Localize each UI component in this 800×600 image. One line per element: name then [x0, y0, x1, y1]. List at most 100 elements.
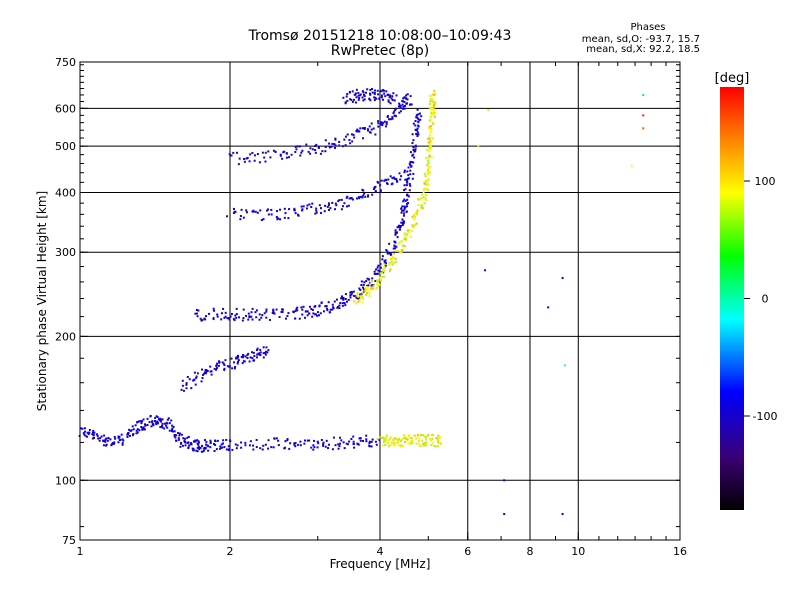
data-point	[239, 215, 242, 218]
data-point	[374, 440, 377, 443]
data-point	[410, 165, 413, 168]
data-point	[338, 304, 341, 307]
data-point	[350, 197, 353, 200]
data-point	[218, 360, 221, 363]
data-point	[401, 209, 404, 212]
data-point	[192, 379, 195, 382]
data-point	[388, 242, 391, 245]
data-point	[264, 151, 267, 154]
data-point	[358, 94, 361, 97]
data-point	[223, 364, 226, 367]
data-point	[388, 96, 391, 99]
data-point	[320, 211, 323, 214]
data-point	[253, 354, 256, 357]
data-point	[367, 284, 370, 287]
data-point	[378, 283, 381, 286]
data-point	[382, 121, 385, 124]
data-point	[252, 351, 255, 354]
data-point	[266, 209, 269, 212]
data-point	[146, 423, 149, 426]
data-point	[259, 209, 262, 212]
data-point	[301, 149, 304, 152]
data-point	[420, 115, 423, 118]
data-point	[174, 436, 177, 439]
data-point	[414, 150, 417, 153]
data-point	[178, 432, 181, 435]
data-point	[334, 144, 337, 147]
data-point	[354, 92, 357, 95]
data-point	[384, 264, 387, 267]
data-point	[354, 101, 357, 104]
data-point	[317, 314, 320, 317]
data-point	[385, 179, 388, 182]
data-point	[394, 115, 397, 118]
data-point	[298, 317, 301, 320]
data-point	[317, 442, 320, 445]
data-point	[401, 222, 404, 225]
data-point	[380, 90, 383, 93]
data-point	[333, 300, 336, 303]
data-point	[392, 440, 395, 443]
data-point	[315, 207, 318, 210]
data-point	[293, 209, 296, 212]
data-point	[259, 354, 262, 357]
data-point	[388, 252, 391, 255]
data-point	[200, 380, 203, 383]
data-point	[277, 217, 280, 220]
data-point	[241, 319, 244, 322]
data-point	[642, 127, 645, 130]
data-point	[430, 130, 433, 133]
data-point	[363, 98, 366, 101]
data-point	[223, 446, 226, 449]
data-point	[268, 318, 271, 321]
data-point	[155, 423, 158, 426]
data-point	[265, 310, 268, 313]
data-point	[132, 428, 135, 431]
data-point	[402, 209, 405, 212]
data-point	[352, 443, 355, 446]
data-point	[248, 360, 251, 363]
data-point	[186, 375, 189, 378]
data-point	[391, 95, 394, 98]
data-point	[412, 172, 415, 175]
data-point	[246, 156, 249, 159]
data-point	[320, 301, 323, 304]
data-point	[423, 202, 426, 205]
data-point	[412, 139, 415, 142]
data-point	[399, 224, 402, 227]
data-point	[411, 441, 414, 444]
data-point	[368, 292, 371, 295]
data-point	[356, 292, 359, 295]
data-point	[377, 125, 380, 128]
data-point	[235, 316, 238, 319]
data-point	[181, 379, 184, 382]
data-point	[275, 437, 278, 440]
data-point	[198, 448, 201, 451]
data-point	[389, 102, 392, 105]
data-point	[391, 256, 394, 259]
data-point	[258, 352, 261, 355]
data-point	[215, 364, 218, 367]
data-point	[154, 416, 157, 419]
data-point	[384, 259, 387, 262]
data-point	[284, 446, 287, 449]
data-point	[338, 445, 341, 448]
data-point	[238, 157, 241, 160]
data-point	[315, 211, 318, 214]
data-point	[178, 434, 181, 437]
data-point	[410, 103, 413, 106]
data-point	[429, 148, 432, 151]
data-point	[430, 140, 433, 143]
data-point	[237, 359, 240, 362]
data-point	[348, 197, 351, 200]
data-point	[222, 439, 225, 442]
data-point	[348, 139, 351, 142]
data-point	[370, 286, 373, 289]
data-point	[270, 208, 273, 211]
data-point	[328, 142, 331, 145]
data-point	[343, 202, 346, 205]
data-point	[216, 313, 219, 316]
data-point	[438, 435, 441, 438]
data-point	[148, 421, 151, 424]
data-point	[299, 440, 302, 443]
